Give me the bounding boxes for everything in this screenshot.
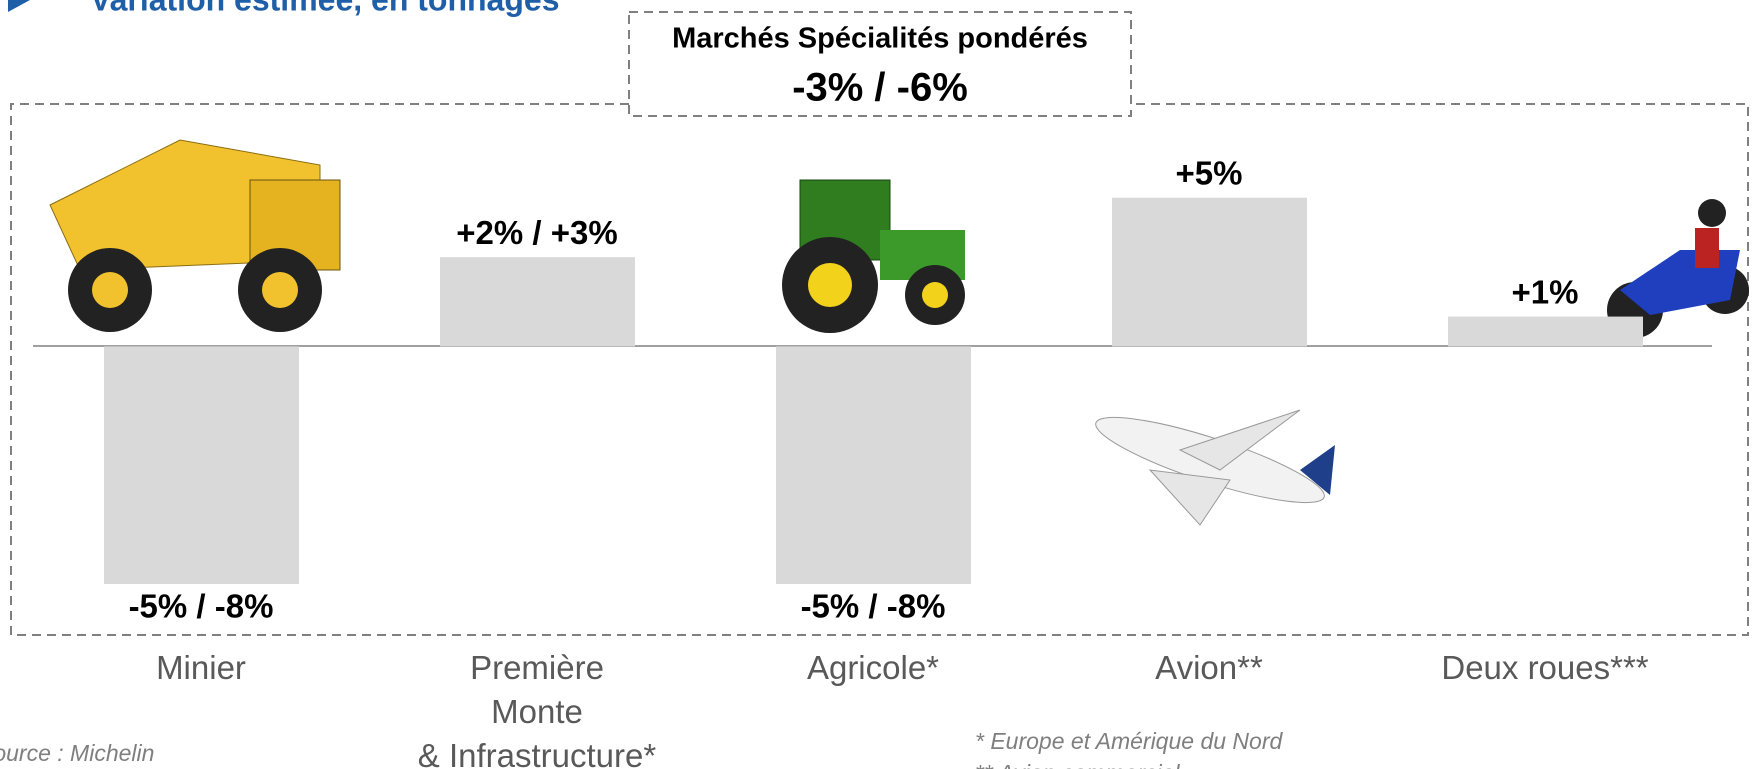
footnote: * Europe et Amérique du Nord	[975, 728, 1283, 754]
frame	[10, 103, 1749, 636]
category-label: Minier	[156, 649, 246, 686]
value-label: +2% / +3%	[456, 214, 617, 251]
footnote: ** Avion commercial	[975, 760, 1180, 769]
value-label: -5% / -8%	[129, 588, 274, 625]
category-label: Première Monte & Infrastructure*	[417, 649, 657, 769]
value-label: +5%	[1176, 154, 1243, 191]
category-label: Agricole*	[806, 649, 940, 686]
plane-icon	[1095, 409, 1335, 526]
headline: -3% / -6%	[792, 66, 968, 110]
category-label: Avion**	[1155, 649, 1263, 686]
bar	[1448, 316, 1643, 347]
bar	[104, 346, 299, 584]
value-label: +1%	[1512, 273, 1579, 310]
tractor-icon	[782, 179, 965, 333]
bar	[440, 257, 635, 347]
source: Source : Michelin	[0, 740, 155, 766]
bar	[776, 346, 971, 584]
category-label: Deux roues***	[1441, 649, 1649, 686]
truck-icon	[49, 139, 341, 332]
bullet	[8, 0, 30, 12]
headline-box	[628, 11, 1132, 117]
chart-title: Variation estimée, en tonnages	[90, 0, 559, 17]
value-label: -5% / -8%	[801, 588, 946, 625]
bar	[1112, 197, 1307, 347]
subtitle: Marchés Spécialités pondérés	[672, 23, 1088, 55]
